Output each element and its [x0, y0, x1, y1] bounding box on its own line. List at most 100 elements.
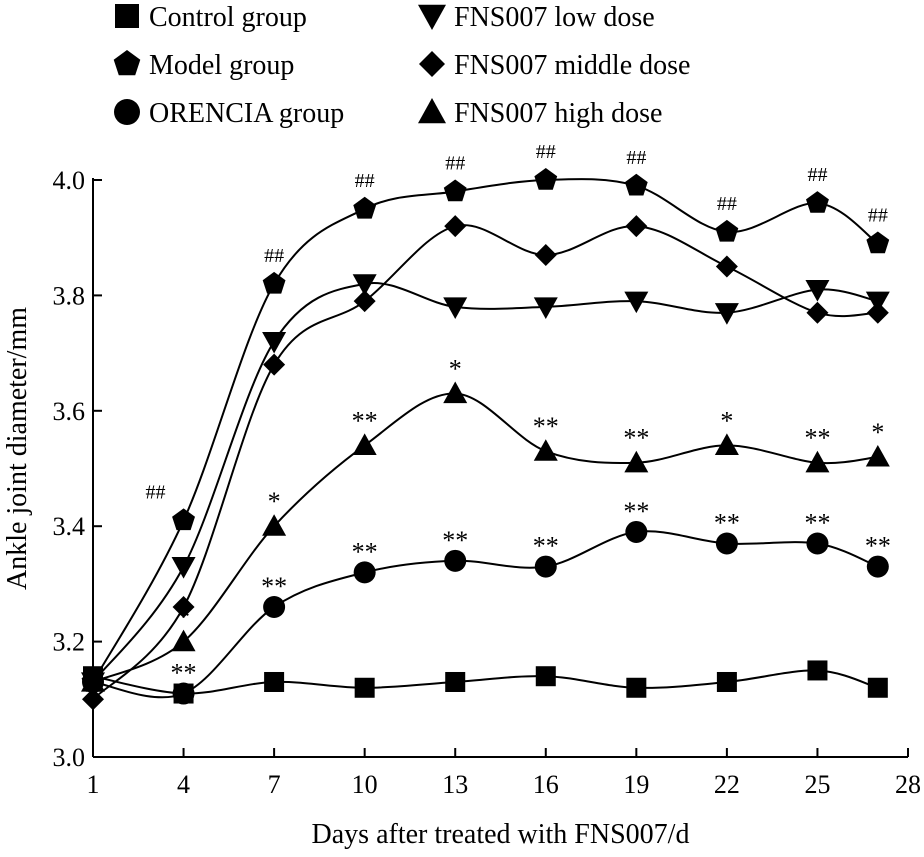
legend-marker: [419, 51, 445, 77]
data-point: [865, 444, 890, 467]
series-line: [92, 178, 879, 683]
data-point: [806, 301, 829, 324]
data-point: [354, 677, 375, 698]
significance-annotation: **: [804, 424, 830, 453]
data-point: [444, 549, 467, 572]
data-point: [82, 688, 104, 711]
x-tick-label: 25: [804, 770, 830, 799]
data-point: [866, 555, 889, 578]
data-point: [264, 671, 285, 692]
data-point: [444, 215, 467, 238]
data-point: [353, 561, 376, 584]
significance-annotation: **: [352, 406, 378, 435]
data-point: [714, 433, 739, 456]
legend-marker: [418, 98, 446, 124]
significance-annotation: **: [533, 532, 559, 561]
legend-label: Control group: [149, 2, 307, 33]
x-tick-label: 10: [352, 770, 378, 799]
data-point: [352, 274, 377, 296]
data-point: [262, 331, 287, 354]
data-point: [806, 532, 829, 555]
legend-marker: [115, 4, 139, 28]
significance-annotation: ##: [355, 170, 375, 192]
data-point: [171, 556, 196, 579]
legend-item: Model group: [113, 50, 294, 81]
significance-annotation: *: [449, 354, 462, 383]
data-point: [715, 255, 738, 278]
data-point: [866, 301, 889, 324]
y-tick-label: 3.0: [53, 743, 86, 772]
data-point: [625, 215, 648, 238]
significance-annotation: **: [442, 526, 468, 555]
legend-label: FNS007 low dose: [454, 2, 655, 33]
x-tick-label: 4: [177, 770, 190, 799]
significance-annotation: ##: [868, 204, 888, 226]
legend-marker: [418, 4, 446, 31]
data-point: [807, 660, 828, 681]
significance-annotation: *: [268, 487, 281, 516]
data-point: [535, 666, 556, 687]
data-point: [867, 677, 888, 698]
significance-annotation: **: [714, 509, 740, 538]
significance-annotation: **: [804, 509, 830, 538]
data-point: [172, 595, 195, 618]
data-point: [624, 173, 648, 196]
data-point: [353, 290, 376, 313]
significance-annotation: ##: [264, 245, 284, 267]
data-point: [534, 555, 557, 578]
data-point: [262, 271, 286, 294]
legend-item: FNS007 high dose: [418, 98, 662, 129]
series-markers: [81, 168, 890, 711]
legend-label: ORENCIA group: [149, 98, 344, 129]
data-point: [866, 231, 890, 254]
x-tick-label: 22: [714, 770, 740, 799]
data-point: [263, 595, 286, 618]
x-tick-label: 1: [87, 770, 100, 799]
legend-item: ORENCIA group: [114, 98, 344, 129]
data-point: [172, 682, 195, 705]
significance-annotation: ##: [445, 153, 465, 175]
significance-annotation: *: [871, 418, 884, 447]
data-point: [715, 532, 738, 555]
data-point: [534, 168, 558, 190]
data-point: [534, 244, 557, 267]
y-axis-title: Ankle joint diameter/mm: [2, 307, 33, 590]
data-point: [443, 179, 467, 202]
y-tick-label: 3.4: [53, 512, 86, 541]
data-point: [805, 280, 830, 302]
series-line: [92, 392, 878, 683]
legend-marker: [114, 99, 140, 125]
data-point: [626, 677, 647, 698]
data-point: [805, 450, 830, 473]
x-tick-label: 7: [268, 770, 281, 799]
significance-annotation: **: [352, 537, 378, 566]
data-point: [533, 439, 558, 461]
significance-annotation: ##: [626, 147, 646, 169]
x-tick-label: 19: [623, 770, 649, 799]
significance-annotation: ##: [146, 481, 166, 503]
y-tick-label: 3.6: [53, 397, 86, 426]
significance-annotations: ########## ########****** ** **** ** ********…: [146, 141, 891, 688]
series-line: [92, 669, 879, 695]
data-point: [443, 381, 468, 404]
data-point: [806, 191, 829, 213]
significance-annotation: ##: [717, 193, 737, 215]
y-tick-label: 4.0: [53, 166, 86, 195]
data-point: [263, 353, 286, 376]
axes: [92, 178, 908, 758]
legend: Control group Model group ORENCIA group FNS…: [113, 2, 690, 129]
data-point: [171, 629, 196, 652]
data-point: [714, 303, 739, 325]
data-point: [715, 219, 739, 242]
data-point: [352, 433, 377, 456]
significance-annotation: **: [623, 497, 649, 526]
significance-annotation: ##: [536, 141, 556, 163]
significance-annotation: *: [720, 406, 733, 435]
significance-annotation: **: [261, 572, 287, 601]
x-tick-label: 13: [442, 770, 468, 799]
x-tick-label: 28: [895, 770, 921, 799]
legend-item: FNS007 low dose: [418, 2, 655, 33]
data-point: [716, 671, 737, 692]
y-tick-label: 3.8: [53, 281, 86, 310]
